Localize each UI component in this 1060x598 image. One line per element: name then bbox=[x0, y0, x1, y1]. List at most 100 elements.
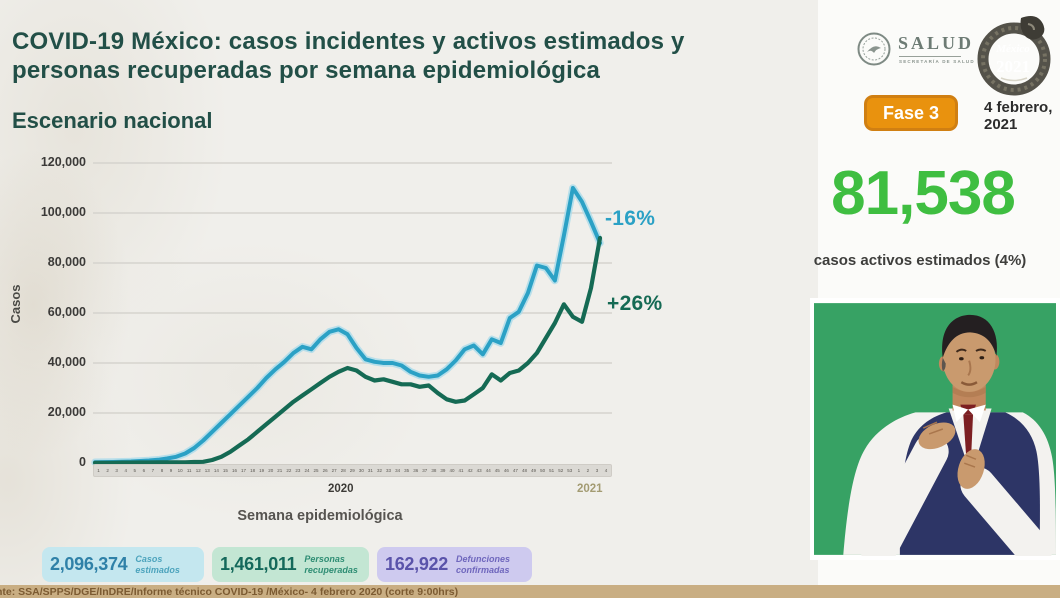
eye-left bbox=[959, 357, 964, 361]
week-tick-label: 44 bbox=[485, 468, 491, 473]
annotation-recovered-change: +26% bbox=[607, 292, 663, 315]
week-tick-label: 1 bbox=[577, 468, 581, 473]
estimated-cases-label: Casos estimados bbox=[135, 554, 180, 576]
active-cases-kpi-value: 81,538 bbox=[831, 159, 1016, 228]
week-tick-label: 22 bbox=[286, 468, 292, 473]
x-axis-label: Semana epidemiológica bbox=[237, 508, 403, 524]
badge-label-line2: estimados bbox=[135, 564, 180, 575]
fase-3-badge: Fase 3 bbox=[864, 95, 958, 131]
date-line1: 4 febrero, bbox=[984, 99, 1053, 116]
week-tick-label: 38 bbox=[431, 468, 437, 473]
week-tick-label: 35 bbox=[404, 468, 410, 473]
week-tick-label: 46 bbox=[503, 468, 509, 473]
chin-shadow bbox=[952, 387, 986, 398]
week-tick-label: 28 bbox=[340, 468, 346, 473]
week-tick-label: 51 bbox=[549, 468, 555, 473]
y-tick-100000: 100,000 bbox=[40, 205, 86, 219]
week-tick-label: 29 bbox=[349, 468, 355, 473]
x-axis-week-band: 1 2 3 4 5 6 7 8 9 10 11 12 13 14 15 16 17 18 19 20 21 22 23 24 2… bbox=[93, 464, 612, 477]
week-tick-label: 53 bbox=[567, 468, 573, 473]
page-title-line1: COVID-19 México: casos incidentes y acti… bbox=[12, 28, 685, 55]
week-tick-label: 43 bbox=[476, 468, 482, 473]
week-tick-label: 45 bbox=[494, 468, 500, 473]
y-tick-0: 0 bbox=[79, 455, 86, 469]
salud-wordmark: SALUD bbox=[898, 33, 975, 53]
eyebrows bbox=[955, 348, 987, 353]
y-tick-20000: 20,000 bbox=[47, 405, 86, 419]
week-tick-label: 40 bbox=[449, 468, 455, 473]
week-tick-label: 50 bbox=[540, 468, 546, 473]
week-tick-label: 6 bbox=[142, 468, 146, 473]
line-chart bbox=[91, 162, 612, 467]
y-tick-40000: 40,000 bbox=[47, 355, 86, 369]
week-tick-label: 39 bbox=[440, 468, 446, 473]
confirmed-deaths-label: Defunciones confirmadas bbox=[456, 554, 510, 576]
fingers-left bbox=[923, 421, 944, 435]
week-tick-label: 31 bbox=[367, 468, 373, 473]
page-title-line2: personas recuperadas por semana epidemio… bbox=[12, 57, 601, 84]
week-tick-label: 2 bbox=[586, 468, 590, 473]
week-tick-label: 42 bbox=[467, 468, 473, 473]
face bbox=[942, 327, 996, 392]
salud-seal-icon bbox=[857, 32, 891, 66]
y-tick-60000: 60,000 bbox=[47, 305, 86, 319]
week-tick-label: 26 bbox=[322, 468, 328, 473]
fingers-right bbox=[964, 454, 977, 468]
chart-subtitle: Escenario nacional bbox=[12, 108, 213, 133]
sleeve-left bbox=[860, 433, 949, 569]
sign-language-interpreter-video bbox=[810, 298, 1060, 569]
week-tick-label: 30 bbox=[358, 468, 364, 473]
week-tick-label: 20 bbox=[268, 468, 274, 473]
week-tick-label: 2 bbox=[106, 468, 109, 473]
week-tick-label: 48 bbox=[521, 468, 527, 473]
week-tick-label: 3 bbox=[115, 468, 118, 473]
collar-left bbox=[952, 404, 969, 423]
recovered-persons-badge: 1,461,011 Personas recuperadas bbox=[212, 547, 369, 582]
week-tick-label: 52 bbox=[558, 468, 564, 473]
y-tick-80000: 80,000 bbox=[47, 255, 86, 269]
badge-label-line2: confirmadas bbox=[455, 564, 510, 575]
badge-label-line1: Defunciones bbox=[455, 553, 510, 564]
watermark-background bbox=[0, 0, 828, 585]
mexico-year-text: 2021 bbox=[996, 57, 1030, 76]
bottom-band bbox=[0, 585, 1060, 598]
mouth bbox=[960, 381, 978, 386]
week-tick-label: 18 bbox=[250, 468, 256, 473]
week-tick-label: 11 bbox=[186, 468, 192, 473]
week-tick-label: 15 bbox=[222, 468, 228, 473]
week-tick-label: 41 bbox=[458, 468, 464, 473]
badge-label-line2: recuperadas bbox=[304, 564, 358, 575]
hair bbox=[942, 314, 997, 358]
estimated-cases-badge: 2,096,374 Casos estimados bbox=[42, 547, 204, 582]
tie bbox=[963, 414, 974, 458]
week-tick-label: 25 bbox=[313, 468, 319, 473]
confirmed-deaths-badge: 162,922 Defunciones confirmadas bbox=[377, 547, 532, 582]
week-tick-label: 5 bbox=[133, 468, 137, 473]
x-axis-year-2021: 2021 bbox=[577, 483, 603, 495]
annotation-estimated-change: -16% bbox=[605, 207, 656, 230]
x-axis-year-2020: 2020 bbox=[328, 483, 354, 495]
week-tick-label: 32 bbox=[376, 468, 382, 473]
badge-label-line1: Casos bbox=[135, 553, 163, 564]
week-tick-label: 4 bbox=[604, 468, 608, 473]
mexico-2021-emblem-icon: México 2021 bbox=[977, 16, 1051, 96]
week-tick-label: 3 bbox=[595, 468, 599, 473]
week-tick-label: 13 bbox=[204, 468, 210, 473]
estimated-cases-value: 2,096,374 bbox=[50, 554, 128, 574]
nose bbox=[967, 360, 972, 376]
week-tick-label: 10 bbox=[177, 468, 183, 473]
active-cases-kpi-caption: casos activos estimados (4%) bbox=[813, 252, 1027, 269]
week-tick-label: 49 bbox=[531, 468, 537, 473]
collar-right bbox=[968, 404, 986, 423]
recovered-persons-value: 1,461,011 bbox=[220, 554, 297, 574]
week-tick-label: 21 bbox=[277, 468, 283, 473]
week-tick-label: 16 bbox=[231, 468, 237, 473]
week-tick-label: 23 bbox=[295, 468, 301, 473]
week-tick-label: 8 bbox=[160, 468, 164, 473]
week-tick-label: 47 bbox=[512, 468, 518, 473]
confirmed-deaths-value: 162,922 bbox=[385, 554, 448, 574]
date-line2: 2021 bbox=[984, 116, 1018, 134]
y-tick-120000: 120,000 bbox=[40, 155, 86, 169]
interpreter-illustration bbox=[814, 303, 1056, 569]
